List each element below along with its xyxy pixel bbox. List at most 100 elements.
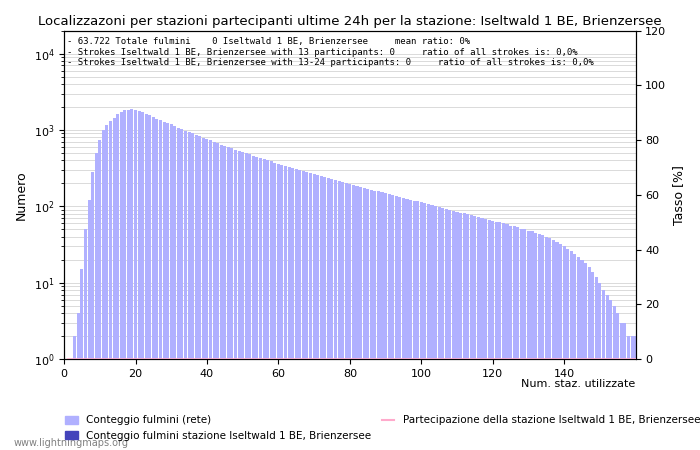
- Bar: [573, 254, 576, 450]
- Bar: [349, 184, 351, 450]
- Bar: [388, 194, 391, 450]
- Bar: [609, 300, 612, 450]
- Bar: [313, 174, 316, 450]
- Bar: [459, 212, 462, 450]
- Bar: [116, 114, 119, 450]
- Bar: [162, 122, 166, 450]
- Bar: [127, 109, 130, 450]
- Bar: [295, 169, 298, 450]
- Bar: [466, 214, 469, 450]
- Bar: [438, 207, 441, 450]
- Bar: [288, 167, 290, 450]
- Bar: [284, 166, 287, 450]
- Bar: [498, 222, 501, 450]
- Bar: [420, 202, 423, 450]
- Bar: [213, 142, 216, 450]
- Title: Localizzazoni per stazioni partecipanti ultime 24h per la stazione: Iseltwald 1 : Localizzazoni per stazioni partecipanti …: [38, 15, 661, 28]
- Bar: [563, 246, 566, 450]
- Bar: [505, 225, 508, 450]
- Bar: [520, 229, 523, 450]
- Bar: [398, 197, 401, 450]
- Bar: [502, 223, 505, 450]
- Bar: [627, 336, 630, 450]
- Bar: [177, 128, 180, 450]
- Bar: [427, 204, 430, 450]
- Bar: [377, 191, 380, 450]
- Bar: [266, 160, 270, 450]
- Bar: [77, 313, 80, 450]
- Bar: [616, 313, 620, 450]
- Bar: [66, 359, 69, 450]
- Bar: [570, 251, 573, 450]
- Bar: [155, 119, 158, 450]
- Bar: [412, 201, 416, 450]
- Bar: [209, 140, 212, 450]
- Y-axis label: Numero: Numero: [15, 170, 28, 220]
- Bar: [370, 190, 373, 450]
- Bar: [191, 134, 194, 450]
- Bar: [216, 143, 219, 450]
- Bar: [120, 112, 122, 450]
- Bar: [237, 151, 241, 450]
- Bar: [138, 111, 141, 450]
- Bar: [227, 147, 230, 450]
- Bar: [538, 234, 540, 450]
- Bar: [98, 140, 102, 450]
- Bar: [159, 120, 162, 450]
- Bar: [198, 136, 202, 450]
- Bar: [106, 126, 108, 450]
- Bar: [444, 209, 448, 450]
- Bar: [595, 277, 598, 450]
- Bar: [70, 359, 73, 450]
- Bar: [334, 180, 337, 450]
- Bar: [531, 231, 533, 450]
- Bar: [556, 242, 559, 450]
- Bar: [541, 235, 544, 450]
- Bar: [409, 200, 412, 450]
- Bar: [270, 162, 273, 450]
- Bar: [484, 219, 487, 450]
- Bar: [488, 220, 491, 450]
- Bar: [323, 177, 326, 450]
- Bar: [102, 130, 105, 450]
- Bar: [430, 205, 433, 450]
- Bar: [148, 116, 151, 450]
- Bar: [181, 129, 183, 450]
- Bar: [262, 159, 265, 450]
- Bar: [548, 238, 552, 450]
- Bar: [495, 222, 498, 450]
- Bar: [252, 156, 255, 450]
- Text: www.lightningmaps.org: www.lightningmaps.org: [14, 438, 129, 448]
- Bar: [248, 154, 251, 450]
- Bar: [598, 283, 601, 450]
- Bar: [363, 188, 365, 450]
- Bar: [330, 180, 333, 450]
- Bar: [184, 130, 187, 450]
- Bar: [195, 135, 198, 450]
- Bar: [337, 181, 341, 450]
- Bar: [473, 216, 477, 450]
- Bar: [281, 165, 284, 450]
- Bar: [130, 108, 134, 450]
- Bar: [480, 218, 484, 450]
- Bar: [524, 230, 526, 450]
- Bar: [580, 260, 584, 450]
- Bar: [273, 162, 276, 450]
- Bar: [220, 144, 223, 450]
- Bar: [470, 215, 473, 450]
- Bar: [516, 227, 519, 450]
- Bar: [512, 226, 516, 450]
- Bar: [587, 267, 591, 450]
- Bar: [230, 148, 234, 450]
- Bar: [552, 240, 555, 450]
- Bar: [169, 125, 173, 450]
- Bar: [545, 237, 548, 450]
- Bar: [305, 172, 309, 450]
- Bar: [491, 220, 494, 450]
- Bar: [134, 109, 137, 450]
- Bar: [566, 249, 569, 450]
- Bar: [592, 272, 594, 450]
- Bar: [373, 191, 377, 450]
- Bar: [612, 306, 616, 450]
- Bar: [245, 153, 248, 450]
